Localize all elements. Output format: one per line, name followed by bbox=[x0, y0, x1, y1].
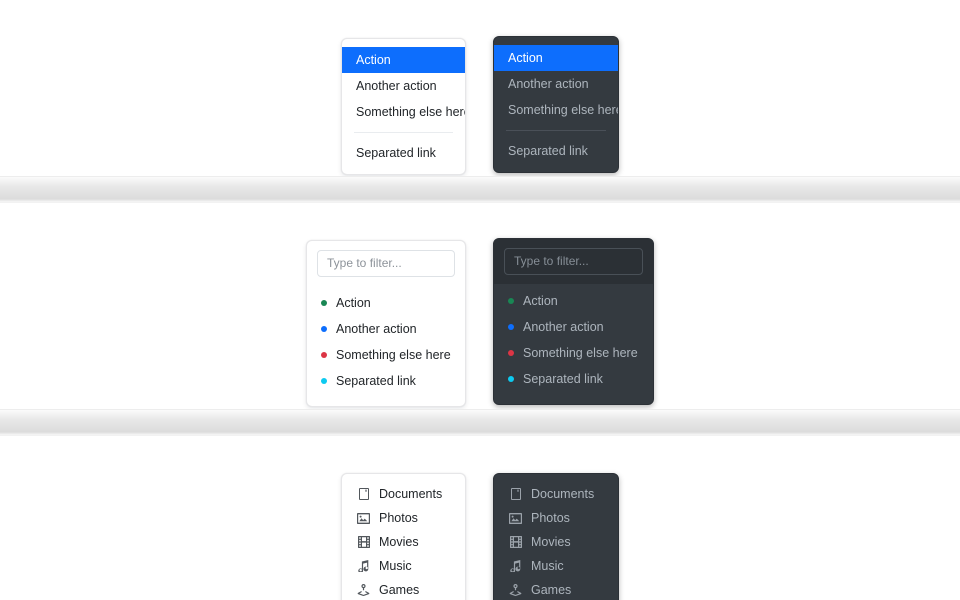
search-input-dark[interactable] bbox=[504, 248, 643, 275]
status-dot-blue bbox=[321, 326, 327, 332]
dropdown-item-separated-link[interactable]: Separated link bbox=[356, 146, 436, 160]
filter-item-another-action[interactable]: Another action bbox=[307, 316, 465, 342]
dropdown-item-separated-link-dark[interactable]: Separated link bbox=[508, 144, 588, 158]
dropdown-item-another-action[interactable]: Another action bbox=[356, 79, 437, 93]
menu-item-label: Documents bbox=[531, 487, 595, 501]
filter-item-something-else-here-dark[interactable]: Something else here bbox=[494, 340, 653, 366]
dropdown-list-dark: Action Another action Something else her… bbox=[494, 37, 618, 172]
filter-item-label: Action bbox=[523, 294, 558, 308]
filter-item-action[interactable]: Action bbox=[307, 290, 465, 316]
image-icon bbox=[508, 512, 523, 524]
icon-menu-dark: Documents Photos Movies Music bbox=[493, 473, 619, 600]
image-icon bbox=[356, 512, 371, 524]
menu-item-music[interactable]: Music bbox=[342, 554, 465, 578]
dropdown-item-action-dark[interactable]: Action bbox=[494, 45, 618, 71]
dropdown-menu-dark: Action Another action Something else her… bbox=[493, 36, 619, 173]
status-dot-green bbox=[508, 298, 514, 304]
filter-header-dark bbox=[494, 239, 653, 284]
dropdown-item-something-else-here-dark[interactable]: Something else here bbox=[508, 103, 619, 117]
menu-item-documents[interactable]: Documents bbox=[342, 482, 465, 506]
search-input[interactable] bbox=[317, 250, 455, 277]
menu-item-label: Movies bbox=[531, 535, 571, 549]
dropdown-menu-light: Action Another action Something else her… bbox=[341, 38, 466, 175]
music-note-icon bbox=[356, 560, 371, 572]
section-divider-2 bbox=[0, 409, 960, 436]
section-divider-1 bbox=[0, 176, 960, 203]
filter-item-separated-link[interactable]: Separated link bbox=[307, 368, 465, 394]
file-icon bbox=[508, 488, 523, 500]
filter-item-list-dark: Action Another action Something else her… bbox=[494, 284, 653, 404]
filter-header bbox=[307, 241, 465, 286]
filter-dropdown-dark: Action Another action Something else her… bbox=[493, 238, 654, 405]
filter-item-label: Another action bbox=[336, 322, 417, 336]
file-icon bbox=[356, 488, 371, 500]
status-dot-red bbox=[321, 352, 327, 358]
icon-menu-list-dark: Documents Photos Movies Music bbox=[494, 474, 618, 600]
joystick-icon bbox=[508, 584, 523, 596]
dropdown-divider bbox=[354, 132, 453, 133]
filter-item-label: Something else here bbox=[336, 348, 451, 362]
status-dot-cyan bbox=[321, 378, 327, 384]
menu-item-music-dark[interactable]: Music bbox=[494, 554, 618, 578]
filter-item-something-else-here[interactable]: Something else here bbox=[307, 342, 465, 368]
dropdown-item-another-action-dark[interactable]: Another action bbox=[508, 77, 589, 91]
filter-dropdown-light: Action Another action Something else her… bbox=[306, 240, 466, 407]
status-dot-red bbox=[508, 350, 514, 356]
menu-item-label: Movies bbox=[379, 535, 419, 549]
film-icon bbox=[508, 536, 523, 548]
filter-item-separated-link-dark[interactable]: Separated link bbox=[494, 366, 653, 392]
filter-item-list: Action Another action Something else her… bbox=[307, 286, 465, 406]
menu-item-movies-dark[interactable]: Movies bbox=[494, 530, 618, 554]
filter-item-label: Action bbox=[336, 296, 371, 310]
menu-item-label: Games bbox=[531, 583, 572, 597]
menu-item-label: Music bbox=[379, 559, 412, 573]
dropdown-list: Action Another action Something else her… bbox=[342, 39, 465, 174]
menu-item-label: Games bbox=[379, 583, 420, 597]
menu-item-games[interactable]: Games bbox=[342, 578, 465, 600]
menu-item-label: Photos bbox=[531, 511, 570, 525]
icon-menu-list: Documents Photos Movies Music bbox=[342, 474, 465, 600]
status-dot-blue bbox=[508, 324, 514, 330]
menu-item-games-dark[interactable]: Games bbox=[494, 578, 618, 600]
filter-item-label: Separated link bbox=[336, 374, 416, 388]
filter-item-label: Something else here bbox=[523, 346, 638, 360]
menu-item-label: Documents bbox=[379, 487, 443, 501]
filter-item-label: Another action bbox=[523, 320, 604, 334]
menu-item-documents-dark[interactable]: Documents bbox=[494, 482, 618, 506]
dropdown-item-action[interactable]: Action bbox=[342, 47, 465, 73]
menu-item-photos-dark[interactable]: Photos bbox=[494, 506, 618, 530]
status-dot-cyan bbox=[508, 376, 514, 382]
filter-item-label: Separated link bbox=[523, 372, 603, 386]
dropdown-divider-dark bbox=[506, 130, 606, 131]
filter-item-another-action-dark[interactable]: Another action bbox=[494, 314, 653, 340]
status-dot-green bbox=[321, 300, 327, 306]
icon-menu-light: Documents Photos Movies Music bbox=[341, 473, 466, 600]
dropdown-item-something-else-here[interactable]: Something else here bbox=[356, 105, 466, 119]
menu-item-photos[interactable]: Photos bbox=[342, 506, 465, 530]
joystick-icon bbox=[356, 584, 371, 596]
menu-item-movies[interactable]: Movies bbox=[342, 530, 465, 554]
menu-item-label: Music bbox=[531, 559, 564, 573]
menu-item-label: Photos bbox=[379, 511, 418, 525]
filter-item-action-dark[interactable]: Action bbox=[494, 288, 653, 314]
film-icon bbox=[356, 536, 371, 548]
music-note-icon bbox=[508, 560, 523, 572]
